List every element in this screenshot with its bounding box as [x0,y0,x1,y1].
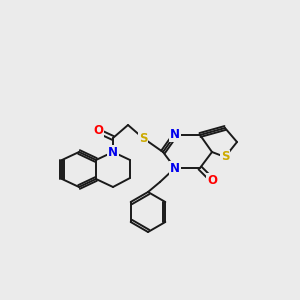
Text: O: O [207,173,217,187]
Text: S: S [139,131,147,145]
Text: N: N [170,161,180,175]
Text: O: O [93,124,103,137]
Text: N: N [108,146,118,158]
Text: S: S [221,151,229,164]
Text: N: N [170,128,180,142]
